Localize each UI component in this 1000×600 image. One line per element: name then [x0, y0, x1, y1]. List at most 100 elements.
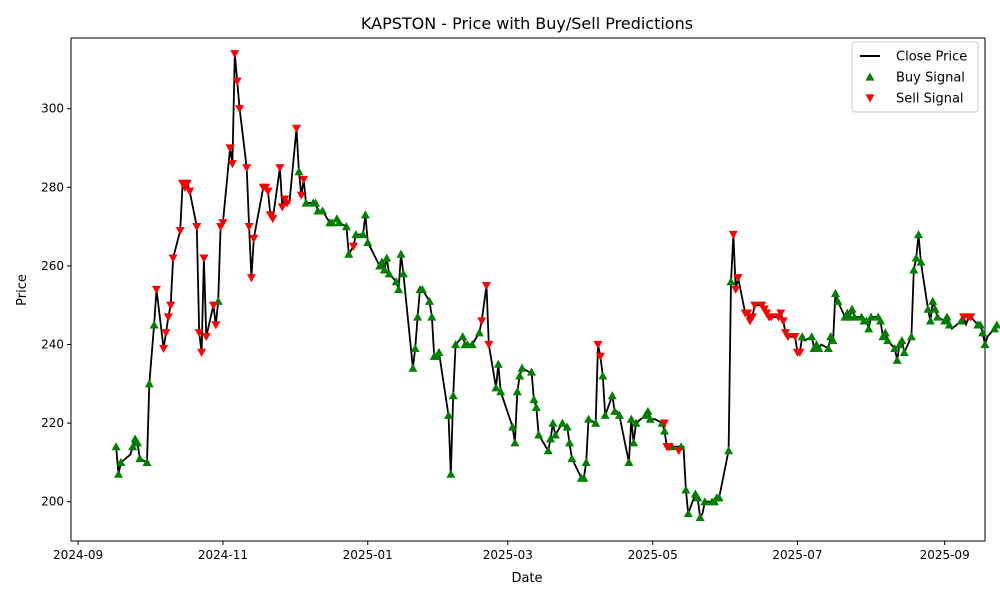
buy-signal-marker [930, 304, 940, 313]
buy-signal-marker [925, 316, 935, 325]
buy-signal-marker [149, 320, 159, 329]
buy-signal-marker [543, 446, 553, 455]
sell-signal-marker [227, 160, 237, 169]
buy-signal-marker [434, 347, 444, 356]
buy-signal-marker [807, 332, 817, 341]
buy-signal-marker [410, 343, 420, 353]
buy-signal-marker [980, 340, 990, 349]
buy-signal-marker [443, 410, 453, 419]
buy-signal-marker [629, 438, 639, 447]
buy-signal-marker [584, 414, 594, 423]
sell-signal-marker [477, 317, 487, 326]
buy-signal-marker [565, 438, 575, 447]
buy-signal-marker [643, 406, 653, 415]
legend-key-buy-signal [865, 72, 875, 81]
buy-signal-marker [880, 328, 890, 337]
series-layer [111, 50, 1000, 522]
y-axis-label: Price [15, 274, 30, 306]
buy-signal-marker [975, 320, 985, 329]
buy-signal-marker [508, 422, 518, 431]
buy-signal-marker [111, 442, 121, 451]
legend-label: Buy Signal [896, 71, 965, 86]
buy-signal-marker [351, 229, 361, 239]
buy-signal-marker [581, 457, 591, 467]
x-tick-label: 2025-03 [483, 548, 533, 562]
sell-signal-marker [299, 175, 309, 184]
buy-signal-marker [301, 198, 311, 207]
buy-signal-marker [830, 288, 840, 298]
sell-signal-marker [242, 164, 252, 173]
sell-signal-marker [674, 447, 684, 456]
buy-signal-marker [624, 457, 634, 467]
legend-box [851, 41, 979, 113]
buy-signal-marker [866, 312, 876, 321]
sell-signal-marker [778, 317, 788, 326]
plot-area: 2024-09 2024-11 2025-01 2025-03 2025-05 2025-… [41, 37, 1000, 562]
x-tick-label: 2025-01 [343, 548, 393, 562]
buy-signal-marker [496, 387, 506, 396]
buy-signal-marker [510, 438, 520, 447]
sell-signal-marker [235, 105, 245, 114]
sell-signal-marker [201, 333, 211, 342]
buy-signal-marker [358, 229, 368, 239]
x-tick-label: 2025-07 [772, 548, 822, 562]
buy-signal-marker [591, 418, 601, 427]
sell-signal-marker [275, 164, 285, 173]
sell-signal-marker [168, 254, 178, 263]
plot-frame [70, 37, 986, 542]
buy-signal-marker [113, 469, 123, 478]
buy-signal-marker [377, 257, 387, 266]
sell-signal-marker [296, 191, 306, 200]
sell-signal-marker [282, 199, 292, 208]
buy-signal-marker [724, 446, 734, 455]
buy-signal-marker [135, 453, 145, 463]
sell-signal-marker [151, 285, 161, 294]
sell-signal-marker [263, 187, 273, 196]
buy-signal-marker [527, 367, 537, 376]
buy-signal-marker [557, 418, 567, 427]
sell-signal-marker [218, 219, 228, 228]
buy-signal-marker [562, 422, 572, 431]
sell-signal-marker [747, 313, 757, 322]
buy-signal-marker [890, 343, 900, 353]
sell-signal-marker [660, 419, 670, 428]
sell-signal-marker [664, 443, 674, 452]
buy-signal-marker [491, 383, 501, 392]
buy-signal-marker [382, 253, 392, 262]
buy-signal-marker [911, 253, 921, 262]
buy-signal-marker [914, 229, 924, 239]
buy-signal-marker [424, 296, 434, 305]
sell-signal-marker [277, 203, 287, 212]
buy-signal-marker [645, 414, 655, 423]
buy-signal-marker [512, 387, 522, 396]
sell-signal-marker [750, 301, 760, 310]
buy-signal-marker [956, 316, 966, 325]
buy-signal-marker [876, 316, 886, 325]
sell-signal-marker [776, 309, 786, 318]
buy-signal-marker [897, 336, 907, 345]
buy-signal-marker [681, 485, 691, 494]
x-tick-label: 2025-05 [628, 548, 678, 562]
buy-signal-marker [909, 265, 919, 274]
buy-signal-marker [446, 469, 456, 478]
legend-label: Close Price [896, 50, 967, 65]
buy-signal-marker [413, 312, 423, 321]
sell-signal-marker [208, 301, 218, 310]
buy-signal-marker [660, 426, 670, 435]
sell-signal-marker [194, 329, 204, 338]
sell-signal-marker [766, 313, 776, 322]
buy-signal-marker [899, 347, 909, 356]
y-axis: 200 220 240 260 280 300 [41, 102, 71, 509]
buy-signal-marker [833, 296, 843, 305]
buy-signal-marker [828, 336, 838, 345]
buy-signal-marker [344, 249, 354, 258]
buy-signal-marker [529, 395, 539, 404]
sell-signal-marker [966, 313, 976, 322]
buy-signal-marker [341, 222, 351, 231]
sell-signal-marker [225, 144, 235, 153]
sell-signal-marker [185, 187, 195, 196]
y-tick-label: 300 [41, 102, 64, 116]
sell-signal-marker [593, 340, 603, 350]
buy-signal-marker [144, 379, 154, 388]
